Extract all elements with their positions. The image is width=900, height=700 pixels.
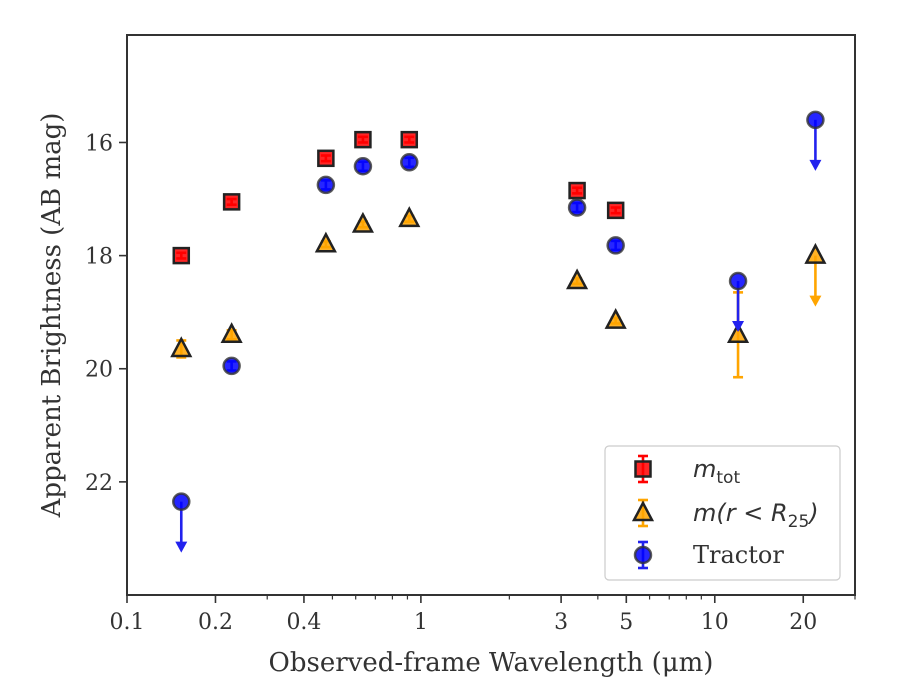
data-point <box>726 322 750 344</box>
legend-label: Tractor <box>693 541 784 569</box>
y-tick-label: 20 <box>85 358 113 383</box>
data-point <box>728 271 748 291</box>
data-point <box>317 149 335 168</box>
plot-area <box>170 110 827 553</box>
x-tick-label: 1 <box>414 610 428 635</box>
series-2 <box>172 110 825 553</box>
limit-arrow-head <box>732 321 745 333</box>
x-tick-label: 10 <box>701 610 729 635</box>
x-tick-label: 5 <box>619 610 633 635</box>
data-point <box>606 201 625 220</box>
legend-marker <box>634 460 652 478</box>
data-point <box>351 211 375 233</box>
data-point <box>353 156 373 176</box>
data-point <box>220 322 243 344</box>
x-tick-label: 3 <box>554 610 568 635</box>
data-point <box>398 206 421 228</box>
limit-arrow-head <box>809 295 822 307</box>
data-point <box>568 181 586 200</box>
y-tick-label: 18 <box>85 245 113 270</box>
data-point <box>804 242 827 264</box>
data-point <box>222 193 241 211</box>
legend-label: m(r < R25) <box>693 499 819 532</box>
data-point <box>400 153 419 172</box>
legend-marker <box>633 545 653 565</box>
series-1 <box>170 206 827 379</box>
y-axis-label: Apparent Brightness (AB mag) <box>37 113 67 519</box>
x-axis-label: Observed-frame Wavelength (μm) <box>269 648 714 678</box>
legend: mtot m(r < R25) Tractor <box>604 445 841 581</box>
data-point <box>316 175 336 195</box>
data-point <box>314 231 337 253</box>
data-point <box>354 130 372 149</box>
data-point <box>172 492 191 511</box>
x-tick-label: 0.4 <box>286 610 321 635</box>
data-point <box>170 336 193 358</box>
legend-marker <box>631 500 655 522</box>
legend-label: mtot <box>693 455 740 488</box>
y-tick-label: 22 <box>85 471 113 496</box>
axes: 0.1 0.2 0.4 1 3 5 10 20 16 18 20 22 <box>85 131 856 635</box>
data-point <box>604 307 627 329</box>
legend-box <box>604 445 841 581</box>
data-point <box>222 356 241 376</box>
data-point <box>606 236 625 255</box>
limit-arrow-head <box>175 541 188 553</box>
data-point <box>400 130 419 149</box>
data-point <box>566 268 589 290</box>
data-point <box>806 110 825 130</box>
data-point <box>172 246 191 265</box>
plot-frame <box>126 34 856 596</box>
data-point <box>567 198 587 217</box>
x-tick-label: 20 <box>789 610 817 635</box>
y-tick-label: 16 <box>85 131 113 156</box>
x-tick-label: 0.2 <box>198 610 233 635</box>
x-tick-label: 0.1 <box>110 610 145 635</box>
limit-arrow-head <box>809 159 822 171</box>
series-0 <box>172 130 625 265</box>
